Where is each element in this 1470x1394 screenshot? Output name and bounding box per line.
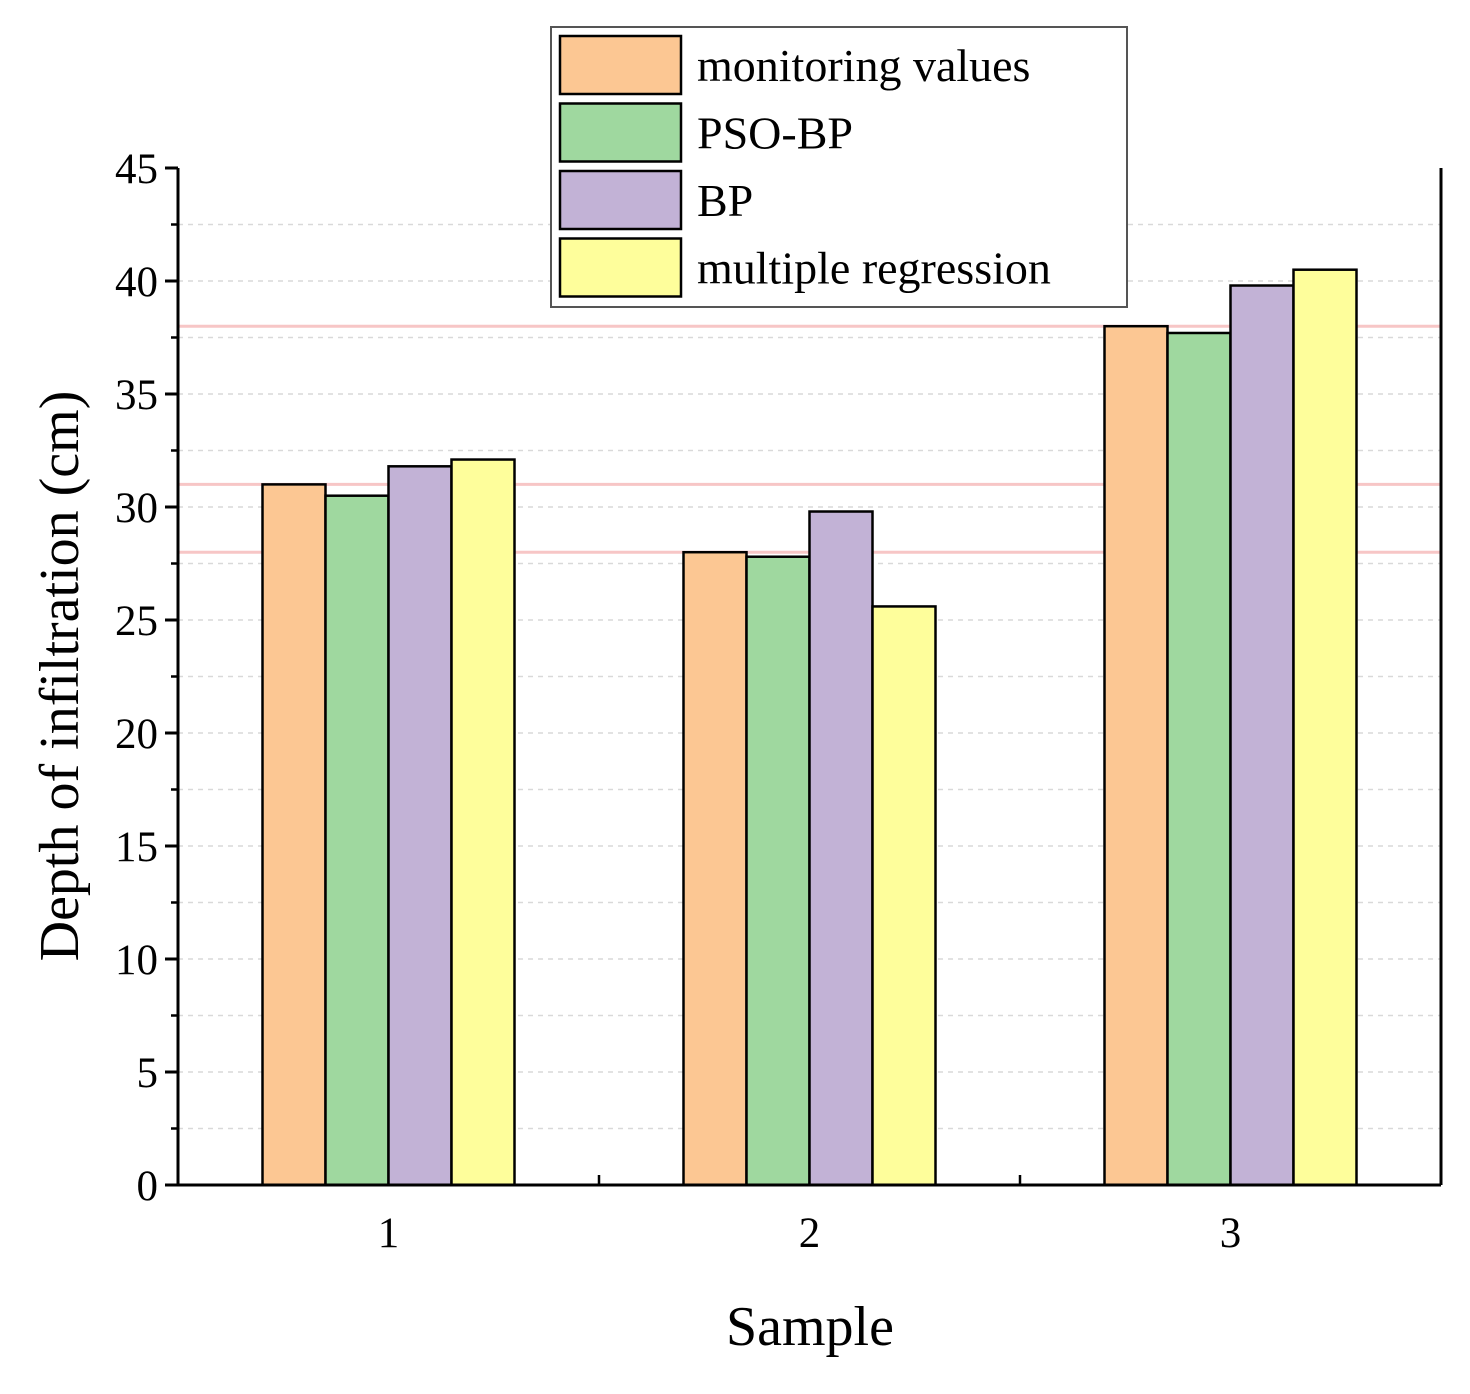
bars xyxy=(261,268,1358,1187)
bar xyxy=(450,458,516,1187)
legend-label: monitoring values xyxy=(697,40,1030,91)
y-tick-label: 5 xyxy=(137,1050,159,1097)
y-tick-label: 25 xyxy=(115,598,158,645)
y-tick-label: 0 xyxy=(137,1163,159,1210)
y-tick-label: 30 xyxy=(115,485,158,532)
y-tick-label: 40 xyxy=(115,259,158,306)
bar xyxy=(745,555,811,1187)
legend: monitoring values PSO-BP BP multiple regres… xyxy=(550,26,1128,308)
legend-swatch xyxy=(558,237,683,298)
legend-label: multiple regression xyxy=(697,243,1051,294)
bar xyxy=(871,605,937,1187)
axes xyxy=(165,166,1443,1187)
bar xyxy=(682,550,748,1187)
y-tick-label: 15 xyxy=(115,824,158,871)
y-tick-label: 35 xyxy=(115,372,158,419)
legend-label: PSO-BP xyxy=(697,108,853,159)
x-tick-label: 3 xyxy=(1220,1210,1242,1257)
bar xyxy=(1166,331,1232,1187)
x-tick-labels: 1 2 3 xyxy=(378,1210,1242,1257)
bar xyxy=(1292,268,1358,1187)
y-tick-label: 10 xyxy=(115,937,158,984)
y-tick-labels: 0 5 10 15 20 25 30 35 40 45 xyxy=(115,146,158,1210)
bar xyxy=(808,510,874,1187)
legend-swatch xyxy=(558,169,683,231)
x-tick-label: 1 xyxy=(378,1210,400,1257)
bar xyxy=(324,494,390,1187)
x-tick-label: 2 xyxy=(799,1210,821,1257)
y-tick-label: 20 xyxy=(115,711,158,758)
bar xyxy=(1229,284,1295,1187)
y-tick-label: 45 xyxy=(115,146,158,193)
legend-label: BP xyxy=(697,175,753,226)
x-axis-title: Sample xyxy=(726,1296,894,1358)
legend-swatch xyxy=(558,34,683,96)
legend-swatch xyxy=(558,102,683,163)
bar xyxy=(261,483,327,1187)
bar xyxy=(387,465,453,1187)
y-axis-title: Depth of infiltration (cm) xyxy=(29,391,91,962)
bar xyxy=(1103,324,1169,1187)
